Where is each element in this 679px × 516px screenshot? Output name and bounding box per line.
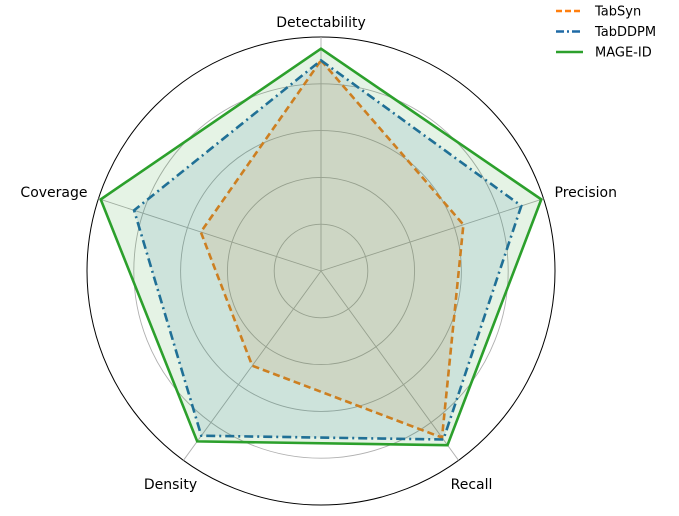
- legend: TabSyn TabDDPM MAGE-ID: [556, 5, 656, 61]
- axis-label-precision: Precision: [555, 185, 617, 201]
- series-layer: [99, 47, 543, 447]
- legend-label-tabddpm: TabDDPM: [594, 25, 656, 40]
- series-line-tabddpm: [132, 58, 523, 441]
- grid-spoke: [320, 270, 459, 461]
- legend-label-mage-id: MAGE-ID: [595, 46, 652, 61]
- axis-label-density: Density: [144, 477, 197, 493]
- grid-spoke: [320, 198, 544, 272]
- series-line-mage-id: [99, 47, 543, 447]
- axis-labels: Detectability Precision Recall Density C…: [20, 15, 617, 493]
- axis-label-coverage: Coverage: [20, 185, 87, 201]
- series-fill-tabsyn: [200, 60, 464, 438]
- series-line-tabsyn: [199, 58, 465, 440]
- legend-label-tabsyn: TabSyn: [594, 5, 641, 20]
- axis-label-recall: Recall: [451, 477, 493, 493]
- grid-spoke: [183, 270, 322, 461]
- grid-layer: [86, 36, 556, 506]
- series-fill-mage-id: [100, 48, 542, 446]
- axis-label-detectability: Detectability: [276, 15, 366, 31]
- series-fill-tabddpm: [134, 60, 522, 440]
